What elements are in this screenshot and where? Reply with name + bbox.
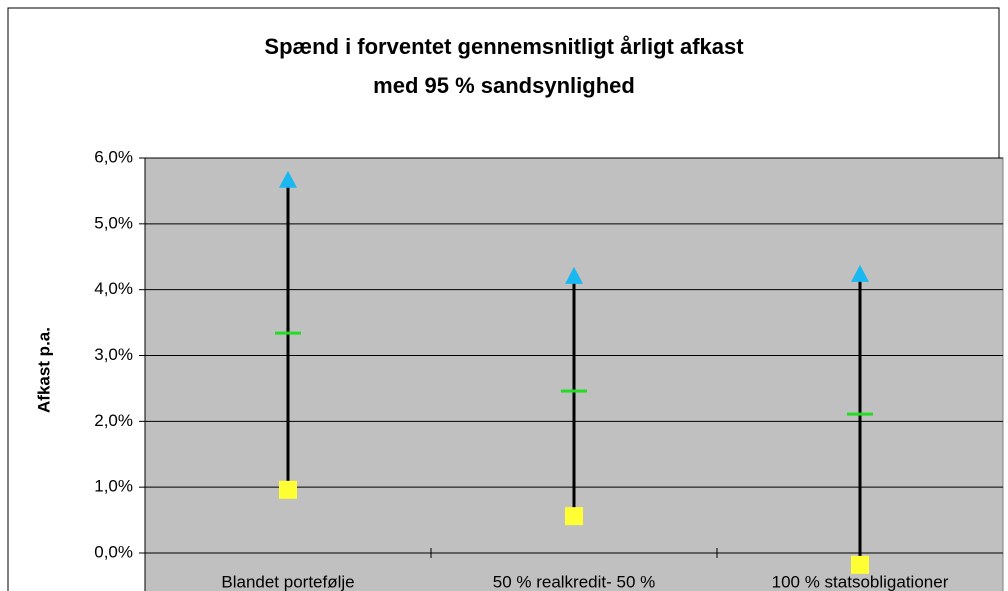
x-tick-label: Blandet portefølje [221, 572, 354, 591]
y-axis-title: Afkast p.a. [34, 327, 53, 413]
y-tick-label: 3,0% [94, 345, 133, 364]
low-marker [851, 555, 869, 574]
y-tick-label: 6,0% [94, 147, 133, 166]
high-marker [279, 170, 297, 188]
x-tick-label: 100 % statsobligationer [772, 572, 949, 591]
y-tick-label: 4,0% [94, 279, 133, 298]
low-marker [565, 507, 583, 526]
x-tick-label: 50 % realkredit- 50 % [493, 572, 656, 591]
chart-title: Spænd i forventet gennemsnitligt årligt … [264, 34, 744, 59]
y-tick-label: 1,0% [94, 477, 133, 496]
y-tick-label: 0,0% [94, 542, 133, 561]
y-tick-label: 2,0% [94, 411, 133, 430]
y-tick-label: 5,0% [94, 213, 133, 232]
mid-marker [275, 331, 301, 335]
high-marker [851, 264, 869, 282]
high-marker [565, 266, 583, 284]
mid-marker [847, 412, 873, 416]
mid-marker [561, 389, 587, 393]
chart-title: med 95 % sandsynlighed [373, 73, 635, 98]
low-marker [279, 480, 297, 499]
